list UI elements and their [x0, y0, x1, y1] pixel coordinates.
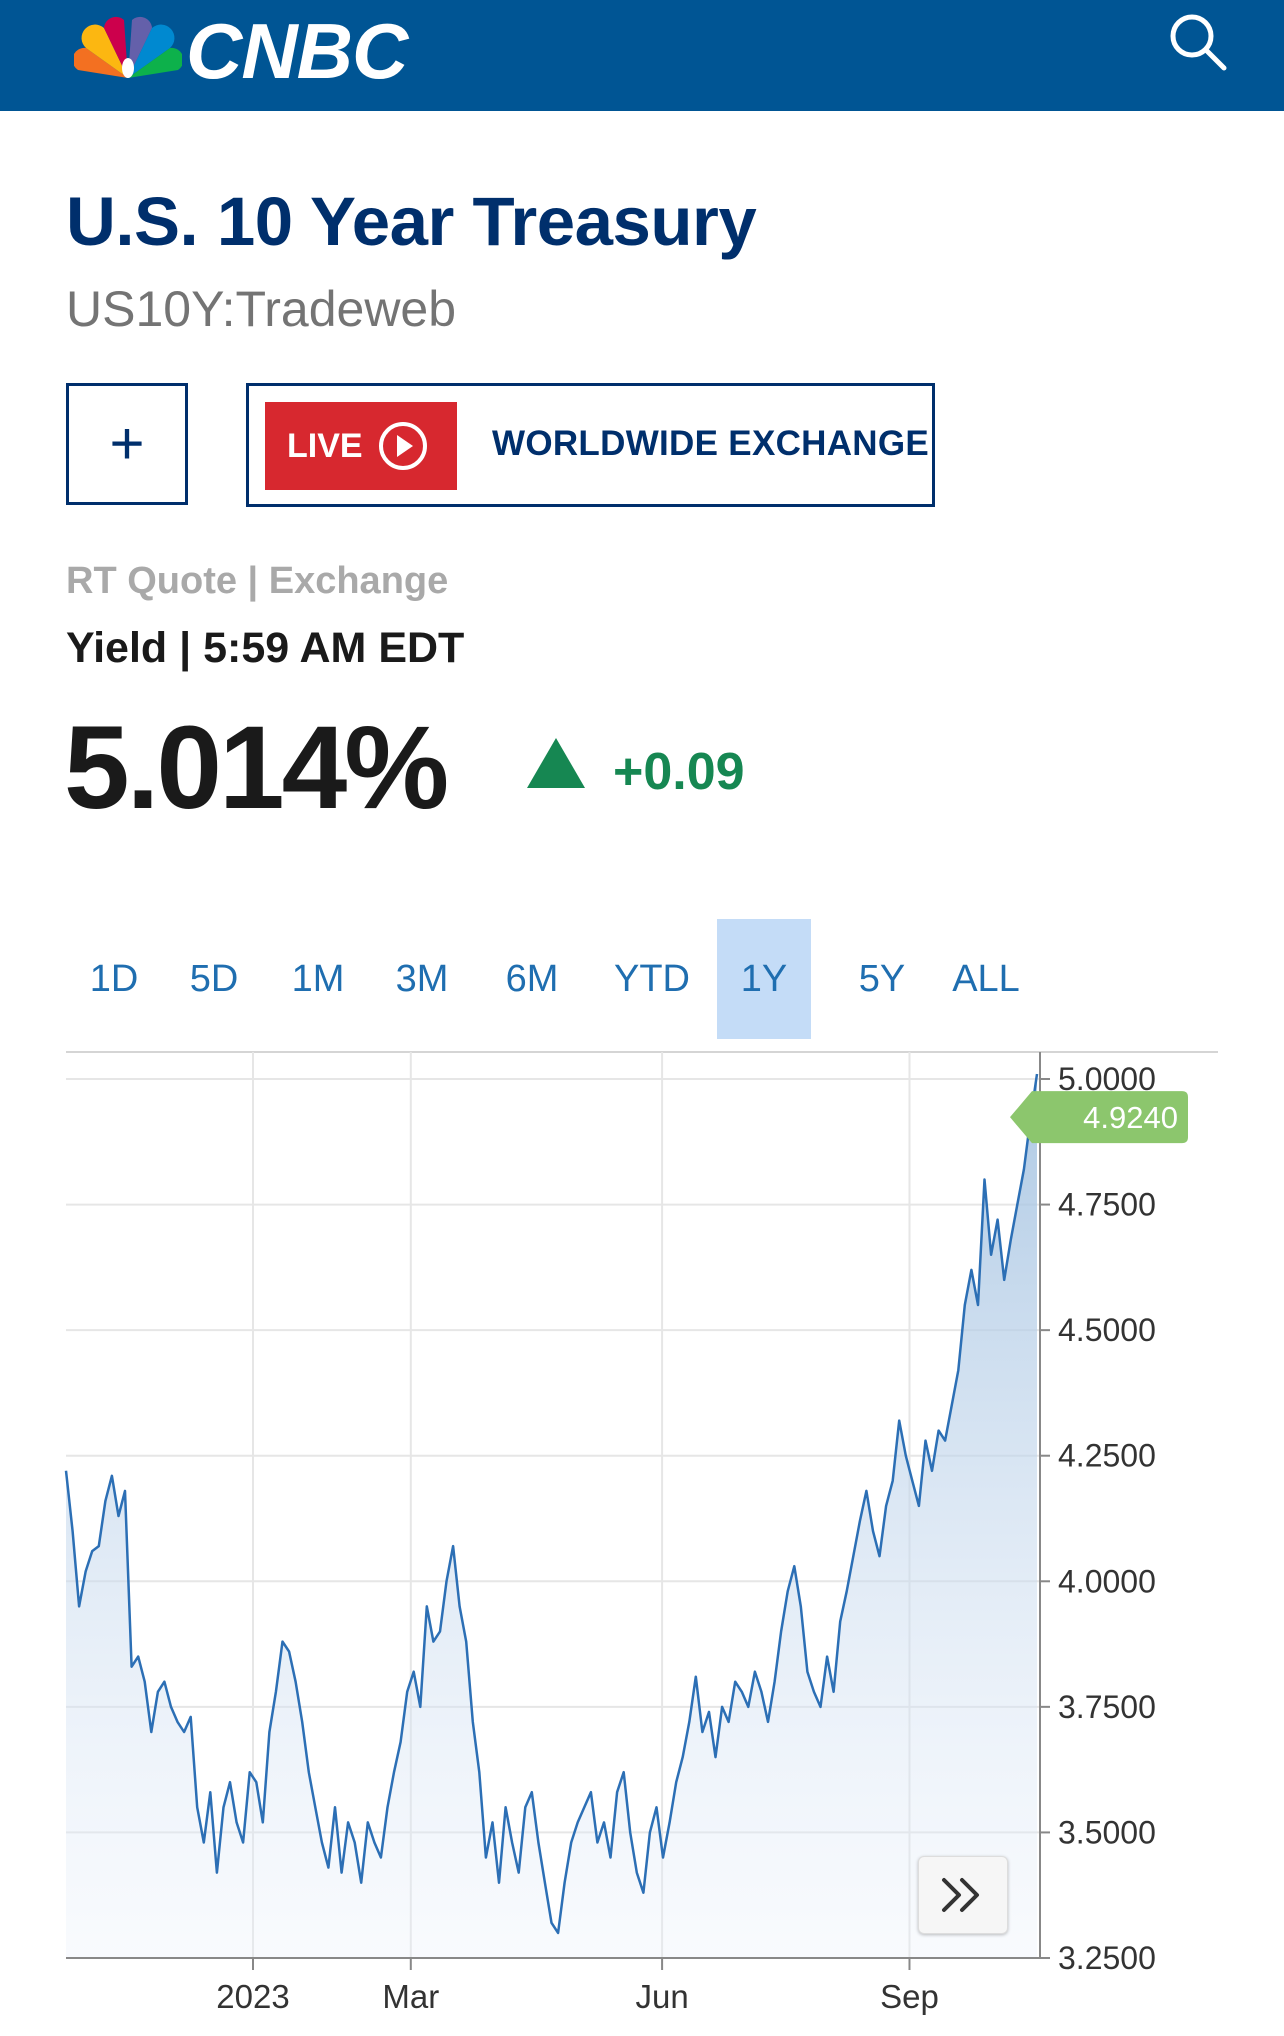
y-tick-label: 3.7500: [1058, 1689, 1156, 1725]
chart-axes: 5.0000 4.7500 4.5000 4.2500 4.0000 3.7500 3.50…: [66, 1052, 1156, 2015]
top-navigation-bar: CNBC: [0, 0, 1284, 111]
last-value-marker: 4.9240: [1010, 1091, 1188, 1144]
range-tab-all[interactable]: ALL: [952, 957, 1020, 1000]
y-tick-label: 4.7500: [1058, 1187, 1156, 1223]
up-arrow-icon: [527, 738, 585, 788]
quote-source: RT Quote | Exchange: [66, 560, 449, 602]
live-tv-button[interactable]: LIVE WORLDWIDE EXCHANGE: [246, 383, 935, 507]
y-tick-label: 4.0000: [1058, 1563, 1156, 1599]
chart-range-tabs: 1D 5D 1M 3M 6M YTD 1Y 5Y ALL: [66, 919, 1216, 1039]
page-title: U.S. 10 Year Treasury: [66, 183, 757, 260]
price-change: +0.09: [613, 743, 745, 801]
range-tab-1d[interactable]: 1D: [89, 957, 139, 1000]
y-tick-label: 4.2500: [1058, 1438, 1156, 1474]
peacock-icon: [74, 16, 182, 78]
x-tick-label: Jun: [635, 1978, 688, 2015]
y-tick-label: 3.2500: [1058, 1940, 1156, 1976]
last-value-label: 4.9240: [1083, 1100, 1178, 1135]
play-icon: [378, 422, 427, 470]
double-chevron-right-icon: [942, 1878, 979, 1912]
x-tick-label: Mar: [382, 1978, 439, 2015]
range-tab-6m[interactable]: 6M: [505, 957, 559, 1000]
y-tick-label: 5.0000: [1058, 1061, 1156, 1097]
cnbc-logo[interactable]: CNBC: [74, 12, 408, 90]
last-price: 5.014%: [64, 702, 449, 834]
live-label: LIVE: [287, 426, 363, 465]
y-tick-label: 4.5000: [1058, 1312, 1156, 1348]
x-tick-label: 2023: [216, 1978, 289, 2015]
x-tick-label: Sep: [880, 1978, 939, 2015]
expand-chart-button[interactable]: [918, 1856, 1008, 1934]
yield-timestamp: Yield | 5:59 AM EDT: [66, 624, 465, 672]
series-line: [64, 1073, 1039, 1935]
instrument-symbol: US10Y:Tradeweb: [66, 281, 457, 337]
range-tab-5d[interactable]: 5D: [189, 957, 239, 1000]
series-area: [66, 1074, 1037, 1958]
live-show-name: WORLDWIDE EXCHANGE: [492, 424, 930, 463]
logo-text: CNBC: [186, 7, 408, 95]
range-tab-5y[interactable]: 5Y: [858, 957, 906, 1000]
search-icon[interactable]: [1164, 8, 1232, 76]
add-to-watchlist-button[interactable]: +: [66, 383, 188, 505]
price-chart[interactable]: 5.0000 4.7500 4.5000 4.2500 4.0000 3.7500 3.50…: [0, 1040, 1284, 2036]
range-tab-3m[interactable]: 3M: [395, 957, 449, 1000]
chart-grid: [66, 1051, 1218, 1959]
range-tab-1y[interactable]: 1Y: [717, 919, 811, 1039]
range-tab-1m[interactable]: 1M: [291, 957, 345, 1000]
live-badge: LIVE: [265, 402, 457, 490]
plus-icon: +: [109, 410, 145, 477]
range-tab-ytd[interactable]: YTD: [614, 957, 690, 1000]
y-tick-label: 3.5000: [1058, 1814, 1156, 1850]
